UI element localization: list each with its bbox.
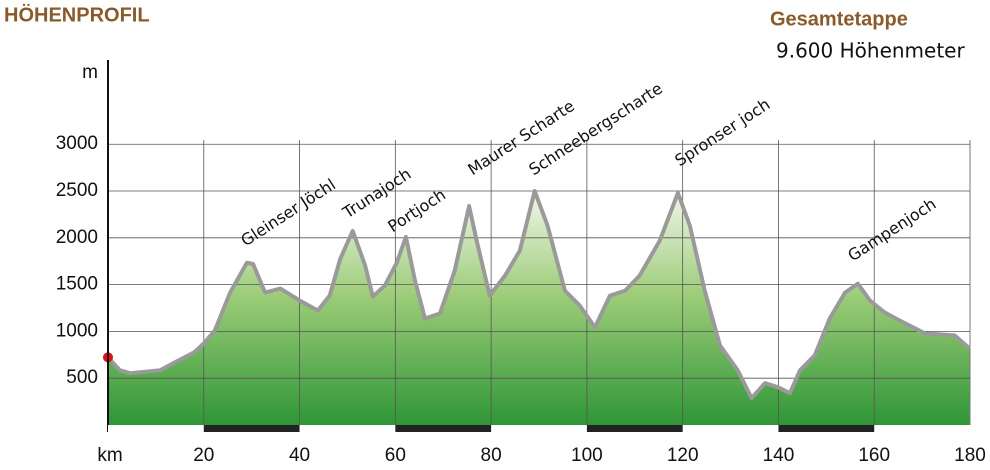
x-tick-label: 180 xyxy=(954,445,986,466)
x-tick-label: 20 xyxy=(193,445,214,466)
x-axis-segment xyxy=(395,425,492,432)
area-fill xyxy=(108,191,970,425)
x-tick-label: 60 xyxy=(385,445,406,466)
x-axis-band xyxy=(108,425,970,432)
y-tick-label: 500 xyxy=(66,367,98,388)
chart-subtitle: Gesamtetappe xyxy=(770,8,908,30)
x-tick-label: 120 xyxy=(667,445,699,466)
x-tick-label: 40 xyxy=(289,445,310,466)
profile-line xyxy=(106,189,971,401)
peak-label: Maurer Scharte xyxy=(464,96,578,179)
x-axis-segment xyxy=(586,425,683,432)
x-axis-segment xyxy=(203,425,300,432)
x-tick-label: 160 xyxy=(858,445,890,466)
y-axis-label: m xyxy=(82,62,98,83)
x-axis-label: km xyxy=(97,445,122,466)
peak-label: Spronser joch xyxy=(671,95,773,171)
x-tick-label: 100 xyxy=(571,445,603,466)
y-tick-label: 3000 xyxy=(56,133,98,154)
y-tick-label: 2500 xyxy=(56,180,98,201)
total-ascent: 9.600 Höhenmeter xyxy=(776,39,965,63)
x-axis-segment xyxy=(778,425,875,432)
y-tick-label: 1000 xyxy=(56,320,98,341)
y-tick-label: 2000 xyxy=(56,227,98,248)
x-tick-label: 80 xyxy=(481,445,502,466)
peak-label: Gleinser Jöchl xyxy=(237,175,339,250)
chart-title: HÖHENPROFIL xyxy=(4,3,150,26)
y-tick-label: 1500 xyxy=(56,274,98,295)
peak-label: Gampenjoch xyxy=(844,194,939,265)
x-tick-label: 140 xyxy=(763,445,795,466)
